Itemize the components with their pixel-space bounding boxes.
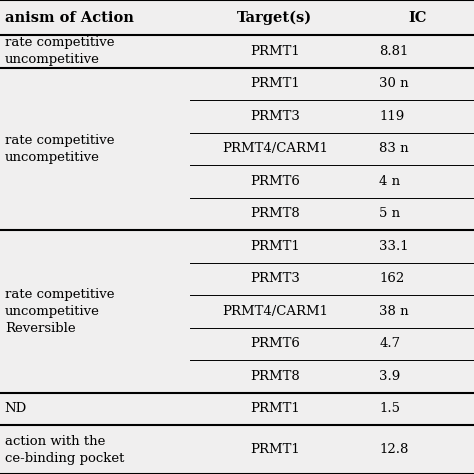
Text: rate competitive
uncompetitive: rate competitive uncompetitive bbox=[5, 36, 114, 66]
Text: IC: IC bbox=[408, 10, 426, 25]
Text: 162: 162 bbox=[379, 273, 404, 285]
Text: 119: 119 bbox=[379, 110, 404, 123]
Text: PRMT6: PRMT6 bbox=[250, 175, 300, 188]
Text: PRMT3: PRMT3 bbox=[250, 273, 300, 285]
Text: PRMT4/CARM1: PRMT4/CARM1 bbox=[222, 305, 328, 318]
Text: 38 n: 38 n bbox=[379, 305, 409, 318]
Text: action with the
ce-binding pocket: action with the ce-binding pocket bbox=[5, 435, 124, 465]
Text: PRMT1: PRMT1 bbox=[250, 402, 300, 416]
Text: PRMT1: PRMT1 bbox=[250, 77, 300, 91]
Text: 33.1: 33.1 bbox=[379, 240, 409, 253]
Text: 12.8: 12.8 bbox=[379, 443, 409, 456]
Text: PRMT1: PRMT1 bbox=[250, 240, 300, 253]
Text: PRMT8: PRMT8 bbox=[250, 370, 300, 383]
Text: PRMT4/CARM1: PRMT4/CARM1 bbox=[222, 142, 328, 155]
Text: 4.7: 4.7 bbox=[379, 337, 401, 350]
Text: 5 n: 5 n bbox=[379, 208, 401, 220]
Text: 30 n: 30 n bbox=[379, 77, 409, 91]
Text: anism of Action: anism of Action bbox=[5, 10, 134, 25]
Text: ND: ND bbox=[5, 402, 27, 416]
Text: rate competitive
uncompetitive
Reversible: rate competitive uncompetitive Reversibl… bbox=[5, 288, 114, 335]
Text: 3.9: 3.9 bbox=[379, 370, 401, 383]
Text: PRMT3: PRMT3 bbox=[250, 110, 300, 123]
Text: PRMT1: PRMT1 bbox=[250, 443, 300, 456]
Text: 8.81: 8.81 bbox=[379, 45, 409, 58]
Text: PRMT8: PRMT8 bbox=[250, 208, 300, 220]
Text: PRMT1: PRMT1 bbox=[250, 45, 300, 58]
Text: 83 n: 83 n bbox=[379, 142, 409, 155]
Text: 1.5: 1.5 bbox=[379, 402, 400, 416]
Text: rate competitive
uncompetitive: rate competitive uncompetitive bbox=[5, 134, 114, 164]
Text: Target(s): Target(s) bbox=[237, 10, 312, 25]
Text: 4 n: 4 n bbox=[379, 175, 401, 188]
Text: PRMT6: PRMT6 bbox=[250, 337, 300, 350]
